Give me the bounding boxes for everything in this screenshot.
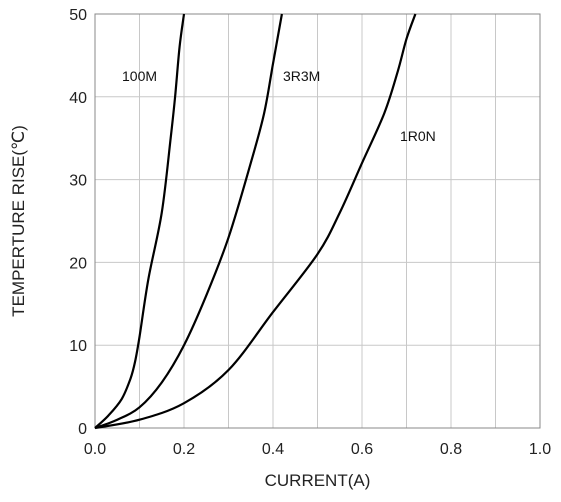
- series-lines: [94, 13, 417, 430]
- plot-frame: [94, 13, 541, 429]
- series-line-100m: [94, 13, 186, 429]
- series-line-1r0n: [94, 13, 417, 430]
- y-tick-label: 10: [69, 338, 87, 355]
- series-label-100m: 100M: [122, 68, 157, 84]
- y-tick-label: 30: [69, 173, 87, 190]
- series-labels: 100M 3R3M 1R0N: [122, 68, 436, 144]
- y-tick-label: 50: [69, 7, 87, 24]
- series-label-1r0n: 1R0N: [400, 128, 436, 144]
- series-label-3r3m: 3R3M: [283, 68, 320, 84]
- x-tick-label: 0.4: [262, 441, 284, 458]
- x-tick-label: 0.6: [351, 441, 373, 458]
- y-tick-labels: 0 10 20 30 40 50: [69, 7, 87, 438]
- series-line-3r3m: [94, 13, 283, 430]
- y-tick-label: 40: [69, 90, 87, 107]
- x-axis-title: CURRENT(A): [265, 471, 371, 490]
- x-tick-labels: 0.0 0.2 0.4 0.6 0.8 1.0: [84, 441, 551, 458]
- x-tick-label: 0.2: [173, 441, 195, 458]
- x-tick-label: 1.0: [529, 441, 551, 458]
- y-tick-label: 0: [78, 421, 87, 438]
- y-tick-label: 20: [69, 255, 87, 272]
- x-tick-label: 0.0: [84, 441, 106, 458]
- grid: [95, 14, 540, 428]
- x-tick-label: 0.8: [440, 441, 462, 458]
- y-axis-title: TEMPERTURE RISE(℃): [9, 125, 28, 317]
